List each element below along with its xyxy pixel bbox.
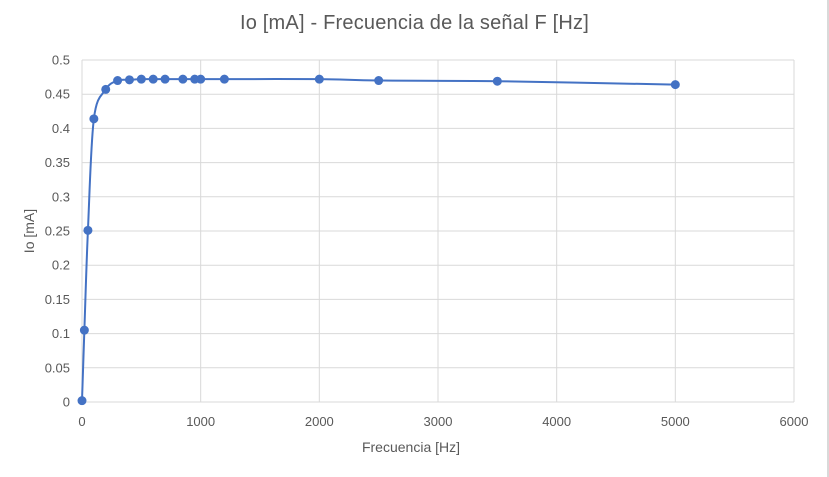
- y-tick-label: 0.15: [45, 292, 70, 307]
- data-point: [113, 76, 123, 86]
- x-tick-label: 1000: [186, 414, 215, 429]
- data-point: [89, 114, 99, 124]
- data-point: [314, 74, 324, 84]
- chart-title: Io [mA] - Frecuencia de la señal F [Hz]: [239, 12, 590, 34]
- data-point-layer: [77, 74, 680, 406]
- data-point: [148, 74, 158, 84]
- chart-edge-divider: [827, 0, 829, 477]
- data-point: [77, 396, 87, 406]
- grid-layer: [81, 59, 795, 403]
- x-tick-label: 3000: [424, 414, 453, 429]
- data-point: [83, 225, 93, 235]
- x-tick-label: 5000: [661, 414, 690, 429]
- data-point: [374, 76, 384, 86]
- y-tick-label: 0.5: [52, 53, 70, 68]
- y-tick-label: 0.05: [45, 360, 70, 375]
- data-point: [178, 74, 188, 84]
- y-tick-label: 0.25: [45, 224, 70, 239]
- tick-label-layer: 0 0.05 0.1 0.15 0.2 0.25 0.3 0.35 0.4 0.45 0.5 0 100…: [45, 53, 809, 430]
- data-point: [670, 80, 680, 90]
- x-tick-label: 0: [78, 414, 85, 429]
- data-point: [219, 74, 229, 84]
- data-point: [136, 74, 146, 84]
- y-tick-label: 0: [63, 395, 70, 410]
- x-tick-label: 2000: [305, 414, 334, 429]
- y-axis-title: Io [mA]: [21, 209, 37, 253]
- data-point: [492, 76, 502, 86]
- data-point: [79, 325, 89, 335]
- y-tick-label: 0.3: [52, 189, 70, 204]
- y-tick-label: 0.35: [45, 155, 70, 170]
- x-tick-label: 4000: [542, 414, 571, 429]
- x-tick-label: 6000: [780, 414, 809, 429]
- y-tick-label: 0.4: [52, 121, 70, 136]
- data-point: [160, 74, 170, 84]
- x-axis-title: Frecuencia [Hz]: [362, 439, 460, 455]
- y-tick-label: 0.45: [45, 87, 70, 102]
- data-point: [196, 74, 206, 84]
- data-point: [124, 75, 134, 85]
- y-tick-label: 0.1: [52, 326, 70, 341]
- data-point: [101, 84, 111, 94]
- series-line-layer: [81, 78, 677, 402]
- series-line: [81, 78, 677, 402]
- y-tick-label: 0.2: [52, 258, 70, 273]
